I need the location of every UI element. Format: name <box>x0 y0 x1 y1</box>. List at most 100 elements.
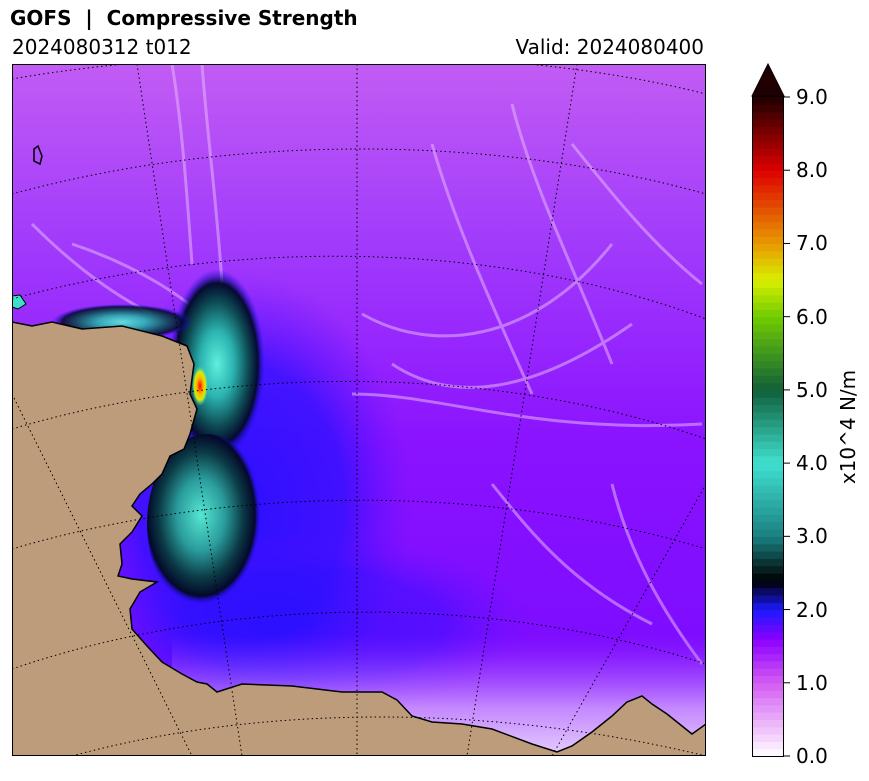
colorbar-band <box>753 411 783 420</box>
chart-title: GOFS | Compressive Strength <box>10 6 358 30</box>
colorbar-band <box>753 712 783 720</box>
colorbar-band <box>753 726 783 735</box>
colorbar-band <box>753 170 783 179</box>
colorbar-band <box>753 521 783 530</box>
colorbar-band <box>753 250 783 259</box>
colorbar-band <box>753 660 783 669</box>
colorbar-band <box>753 675 783 684</box>
colorbar-band <box>753 360 783 369</box>
colorbar-band <box>753 602 783 611</box>
run-label: 2024080312 t012 <box>12 35 192 59</box>
colorbar-band <box>753 294 783 303</box>
colorbar-band <box>753 441 783 450</box>
colorbar-band <box>753 302 783 310</box>
colorbar-band <box>753 653 783 662</box>
colorbar-band <box>753 155 783 164</box>
colorbar-band <box>753 536 783 545</box>
colorbar-band <box>753 470 783 479</box>
colorbar-band <box>753 199 783 208</box>
colorbar-band <box>753 397 783 406</box>
colorbar-tick-label: 1.0 <box>796 670 828 695</box>
colorbar-band <box>753 741 783 750</box>
colorbar-band <box>753 162 783 171</box>
colorbar-band <box>753 704 783 713</box>
colorbar-band <box>753 477 783 486</box>
colorbar-band <box>753 184 783 193</box>
colorbar-band <box>753 748 783 757</box>
colorbar-frame <box>752 96 784 757</box>
colorbar-tick-label: 8.0 <box>796 158 828 183</box>
colorbar-band <box>753 287 783 296</box>
peak-strength <box>192 366 208 406</box>
colorbar-band <box>753 668 783 677</box>
colorbar-band <box>753 272 783 281</box>
colorbar-band <box>753 148 783 157</box>
colorbar-band <box>753 243 783 252</box>
colorbar-band <box>753 323 783 332</box>
colorbar-band <box>753 177 783 186</box>
colorbar-tick-label: 9.0 <box>796 85 828 109</box>
colorbar-band <box>753 404 783 413</box>
colorbar-band <box>753 228 783 237</box>
land-west <box>12 321 706 756</box>
colorbar-label: x10^4 N/m <box>836 369 860 485</box>
colorbar-band <box>753 543 783 552</box>
colorbar-band <box>753 682 783 691</box>
colorbar-band <box>753 309 783 318</box>
colorbar-band <box>753 104 783 113</box>
colorbar-band <box>753 690 783 699</box>
colorbar-band <box>753 594 783 603</box>
colorbar-band <box>753 734 783 742</box>
colorbar <box>751 62 790 757</box>
colorbar-extend-arrow <box>751 62 785 97</box>
colorbar-band <box>753 338 783 347</box>
colorbar-tick-label: 7.0 <box>796 231 828 256</box>
colorbar-band <box>753 375 783 384</box>
colorbar-band <box>753 126 783 135</box>
colorbar-band <box>753 433 783 442</box>
colorbar-band <box>753 455 783 464</box>
colorbar-band <box>753 587 783 596</box>
islet-nw <box>12 294 27 310</box>
colorbar-band <box>753 265 783 274</box>
colorbar-band <box>753 111 783 120</box>
colorbar-band <box>753 572 783 581</box>
colorbar-band <box>753 624 783 633</box>
colorbar-band <box>753 258 783 267</box>
colorbar-band <box>753 118 783 127</box>
colorbar-band <box>753 499 783 508</box>
colorbar-band <box>753 550 783 559</box>
colorbar-band <box>753 133 783 142</box>
colorbar-band <box>753 565 783 574</box>
colorbar-band <box>753 353 783 362</box>
colorbar-tick-label: 6.0 <box>796 304 828 329</box>
colorbar-band <box>753 580 783 589</box>
colorbar-band <box>753 719 783 728</box>
colorbar-band <box>753 609 783 618</box>
colorbar-band <box>753 558 783 567</box>
colorbar-band <box>753 448 783 457</box>
colorbar-band <box>753 419 783 428</box>
colorbar-band <box>753 492 783 501</box>
colorbar-band <box>753 221 783 230</box>
colorbar-band <box>753 140 783 149</box>
colorbar-band <box>753 697 783 706</box>
colorbar-band <box>753 345 783 354</box>
colorbar-tick-label: 0.0 <box>796 744 828 768</box>
colorbar-band <box>753 389 783 398</box>
colorbar-tick-label: 3.0 <box>796 524 828 549</box>
colorbar-band <box>753 646 783 655</box>
colorbar-band <box>753 331 783 340</box>
colorbar-band <box>753 280 783 288</box>
colorbar-band <box>753 638 783 647</box>
colorbar-band <box>753 507 783 515</box>
colorbar-band <box>753 631 783 640</box>
colorbar-band <box>753 97 783 105</box>
colorbar-band <box>753 206 783 215</box>
colorbar-band <box>753 616 783 625</box>
colorbar-band <box>753 367 783 376</box>
colorbar-band <box>753 236 783 245</box>
colorbar-band <box>753 316 783 325</box>
colorbar-tick-label: 2.0 <box>796 597 828 622</box>
graticule <box>12 64 706 756</box>
